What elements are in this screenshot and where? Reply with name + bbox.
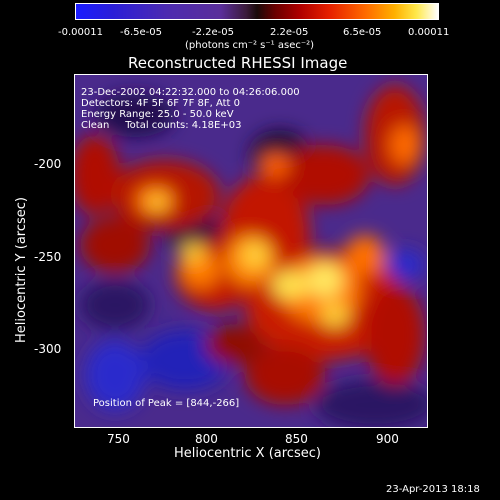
x-tick-label: 750 <box>107 432 130 446</box>
annotation-time-range: 23-Dec-2002 04:22:32.000 to 04:26:06.000 <box>81 87 300 98</box>
colorbar-tick: 2.2e-05 <box>270 27 309 38</box>
annotation-energy: Energy Range: 25.0 - 50.0 keV <box>81 109 234 120</box>
x-tick-label: 800 <box>195 432 218 446</box>
y-tick-label: -250 <box>34 250 62 264</box>
y-tick-label: -200 <box>34 157 62 171</box>
x-tick-label: 900 <box>376 432 399 446</box>
colorbar <box>75 3 439 20</box>
chart-title: Reconstructed RHESSI Image <box>128 54 348 72</box>
colorbar-tick: -6.5e-05 <box>120 27 162 38</box>
footer-timestamp: 23-Apr-2013 18:18 <box>386 484 480 495</box>
annotation-peak: Position of Peak = [844,-266] <box>93 398 240 409</box>
colorbar-tick: 6.5e-05 <box>343 27 382 38</box>
y-axis-label: Heliocentric Y (arcsec) <box>14 197 29 343</box>
x-axis-label: Heliocentric X (arcsec) <box>174 446 321 461</box>
annotation-detectors: Detectors: 4F 5F 6F 7F 8F, Att 0 <box>81 98 241 109</box>
heatmap-image <box>75 75 427 427</box>
colorbar-tick: -0.00011 <box>58 27 103 38</box>
colorbar-tick: 0.00011 <box>408 27 450 38</box>
y-tick-label: -300 <box>34 342 62 356</box>
x-tick-label: 850 <box>285 432 308 446</box>
annotation-clean: Clean Total counts: 4.18E+03 <box>81 120 242 131</box>
colorbar-unit-label: (photons cm⁻² s⁻¹ asec⁻²) <box>185 40 315 51</box>
colorbar-tick: -2.2e-05 <box>192 27 234 38</box>
heatmap-plot-area: 23-Dec-2002 04:22:32.000 to 04:26:06.000… <box>74 74 428 428</box>
